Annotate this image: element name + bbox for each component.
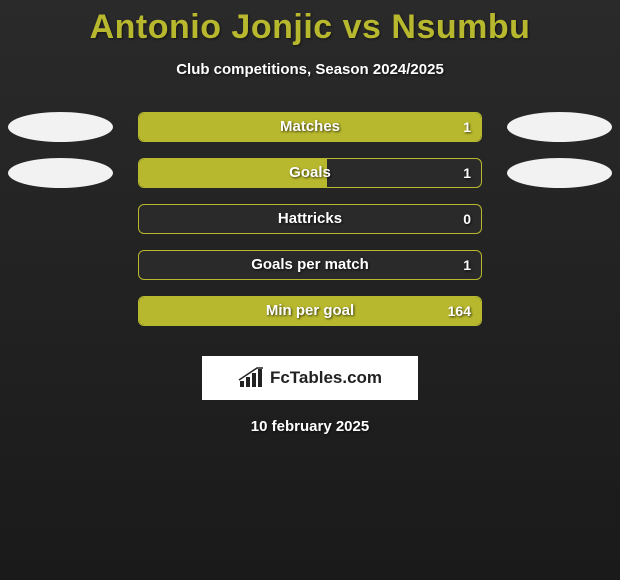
bar-track: Hattricks0 [138,204,482,234]
stat-row: Goals1 [0,154,620,200]
stat-row: Goals per match1 [0,246,620,292]
bar-value: 0 [463,205,471,233]
bar-label: Matches [139,113,481,141]
right-ellipse [507,112,612,142]
stat-row: Min per goal164 [0,292,620,338]
bar-value: 1 [463,113,471,141]
right-ellipse [507,158,612,188]
stat-row: Matches1 [0,108,620,154]
bar-value: 164 [448,297,471,325]
bar-track: Min per goal164 [138,296,482,326]
bar-value: 1 [463,251,471,279]
comparison-chart: Matches1Goals1Hattricks0Goals per match1… [0,108,620,338]
chart-icon [238,367,264,389]
page-title: Antonio Jonjic vs Nsumbu [0,0,620,47]
brand-text: FcTables.com [270,368,382,388]
bar-label: Goals per match [139,251,481,279]
bar-track: Goals per match1 [138,250,482,280]
bar-label: Hattricks [139,205,481,233]
footer-date: 10 february 2025 [0,418,620,435]
stat-row: Hattricks0 [0,200,620,246]
bar-track: Goals1 [138,158,482,188]
bar-value: 1 [463,159,471,187]
brand-badge[interactable]: FcTables.com [202,356,418,400]
bar-track: Matches1 [138,112,482,142]
left-ellipse [8,112,113,142]
bar-label: Goals [139,159,481,187]
page-subtitle: Club competitions, Season 2024/2025 [0,61,620,78]
bar-label: Min per goal [139,297,481,325]
left-ellipse [8,158,113,188]
